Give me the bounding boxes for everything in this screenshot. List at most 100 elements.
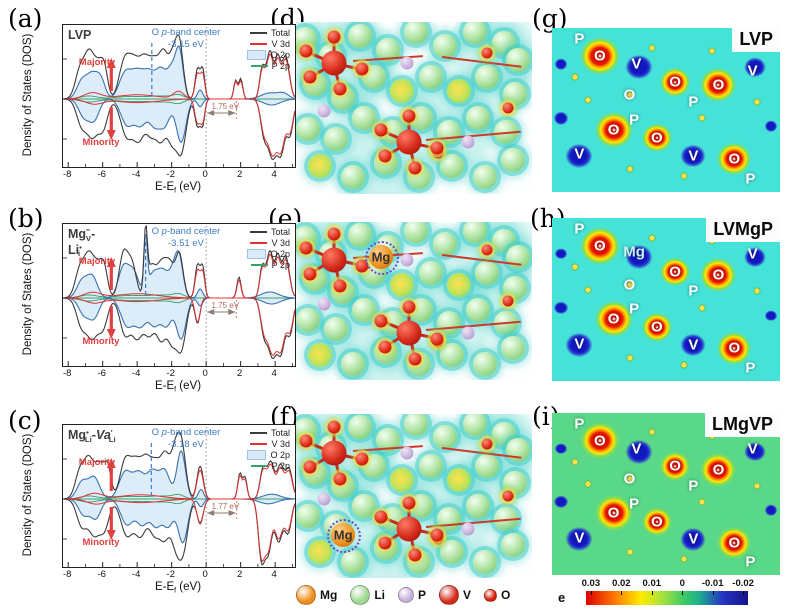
legend-swatch bbox=[250, 464, 268, 467]
o-atom bbox=[481, 244, 493, 256]
atom-site-label: O bbox=[651, 513, 663, 531]
v-charge-depletion-spot bbox=[742, 246, 767, 268]
minor-contour-dot bbox=[584, 286, 592, 294]
v-charge-depletion-spot bbox=[679, 143, 708, 169]
x-axis-ticks: -8 -6 -4 -2 0 2 4 bbox=[62, 569, 294, 581]
legend-label: P 2p bbox=[271, 60, 290, 71]
atom-site-label: O bbox=[651, 318, 663, 336]
li-atom bbox=[418, 454, 443, 479]
x-tick-label: -2 bbox=[166, 569, 175, 580]
o-atom bbox=[378, 149, 392, 163]
atom-legend-item: Mg bbox=[296, 585, 337, 605]
o-atom bbox=[299, 241, 313, 255]
legend-item: Total bbox=[247, 27, 290, 38]
o-atom bbox=[378, 536, 392, 550]
li-atom bbox=[352, 106, 377, 131]
v-charge-depletion-spot bbox=[553, 300, 570, 315]
majority-label: Majority bbox=[78, 457, 116, 468]
li-atom bbox=[404, 222, 429, 244]
x-tick-label: 0 bbox=[202, 569, 208, 580]
minor-contour-dot bbox=[571, 73, 579, 81]
minor-contour-dot bbox=[680, 361, 688, 369]
x-axis-ticks: -8 -6 -4 -2 0 2 4 bbox=[62, 368, 294, 380]
x-tick-label: -8 bbox=[62, 169, 72, 180]
legend-item: O 2p bbox=[247, 449, 290, 460]
li-atom bbox=[404, 414, 429, 436]
o-charge-accumulation-spot bbox=[716, 331, 753, 366]
o-atom bbox=[333, 279, 347, 293]
v-charge-depletion-spot bbox=[679, 526, 708, 552]
li-atom bbox=[347, 23, 372, 48]
li-atom bbox=[465, 106, 490, 131]
legend-swatch bbox=[249, 230, 267, 233]
majority-label: Majority bbox=[78, 57, 116, 68]
legend-swatch bbox=[247, 449, 267, 460]
x-tick-label: 4 bbox=[271, 368, 277, 379]
atom-site-label: Mg bbox=[623, 243, 645, 261]
li-atom bbox=[472, 164, 497, 189]
v-atom bbox=[321, 440, 347, 466]
p-atom bbox=[317, 492, 331, 506]
v-charge-depletion-spot bbox=[763, 120, 778, 133]
atom-site-label: O bbox=[712, 76, 725, 94]
atom-site-label: V bbox=[631, 55, 642, 73]
v-charge-depletion-spot bbox=[623, 438, 654, 466]
atom-site-label: O bbox=[594, 432, 606, 450]
x-tick-label: -6 bbox=[97, 569, 106, 580]
legend-item: Total bbox=[247, 226, 290, 237]
panel-letter-b: (b) bbox=[8, 204, 44, 233]
panel-letter-c: (c) bbox=[8, 406, 42, 435]
o-charge-accumulation-spot bbox=[699, 451, 738, 488]
dos-panel-b: Density of States (DOS) Mg″V-Li•i O p-ba… bbox=[8, 203, 298, 403]
li-atom bbox=[505, 438, 530, 463]
li-atom bbox=[465, 493, 490, 518]
o-atom bbox=[502, 102, 514, 114]
atom-legend-item: P bbox=[398, 587, 426, 603]
p-atom bbox=[317, 297, 331, 311]
minor-contour-dot bbox=[680, 172, 688, 180]
o-atom bbox=[303, 460, 317, 474]
o-charge-accumulation-spot bbox=[640, 122, 673, 154]
o-charge-accumulation-spot bbox=[716, 142, 753, 177]
li-atom-charged bbox=[446, 78, 471, 103]
p-atom bbox=[461, 522, 475, 536]
atom-site-label: O bbox=[669, 73, 681, 91]
o-atom bbox=[303, 267, 317, 281]
legend-item: O 2p bbox=[247, 49, 290, 60]
atom-legend-label: O bbox=[501, 588, 511, 602]
panel-letter-a: (a) bbox=[8, 4, 43, 33]
x-tick-label: -2 bbox=[166, 169, 175, 180]
li-atom bbox=[463, 222, 488, 244]
o-atom bbox=[430, 332, 444, 346]
li-atom-charged bbox=[307, 539, 332, 564]
li-atom bbox=[475, 260, 500, 285]
atom-site-label: P bbox=[574, 220, 585, 238]
legend-item: P 2p bbox=[247, 460, 290, 471]
v-charge-depletion-spot bbox=[554, 57, 569, 71]
atom-site-label: P bbox=[574, 30, 585, 48]
legend-swatch bbox=[247, 248, 267, 259]
atom-site-label: O bbox=[594, 47, 606, 65]
minor-contour-dot bbox=[584, 480, 592, 488]
li-atom bbox=[432, 424, 457, 449]
o-atom bbox=[502, 490, 514, 502]
li-atom bbox=[472, 549, 497, 574]
atom-site-label: O bbox=[651, 129, 663, 147]
legend-swatch bbox=[250, 241, 268, 244]
o-charge-accumulation-spot bbox=[640, 312, 673, 343]
isosurface-panel-f: Mg bbox=[296, 414, 532, 578]
o-atom bbox=[378, 340, 392, 354]
legend-label: P 2p bbox=[271, 460, 290, 471]
li-atom bbox=[340, 352, 365, 377]
li-atom-charged bbox=[446, 273, 471, 298]
v-atom bbox=[396, 129, 422, 155]
atom-site-label: P bbox=[688, 282, 699, 300]
minor-contour-dot bbox=[626, 165, 634, 173]
o-atom bbox=[299, 44, 313, 58]
li-atom bbox=[505, 47, 530, 72]
li-atom bbox=[501, 147, 526, 172]
mg-dotted-ring bbox=[364, 240, 399, 275]
li-atom-charged bbox=[390, 273, 415, 298]
system-title: LVP bbox=[68, 28, 92, 42]
